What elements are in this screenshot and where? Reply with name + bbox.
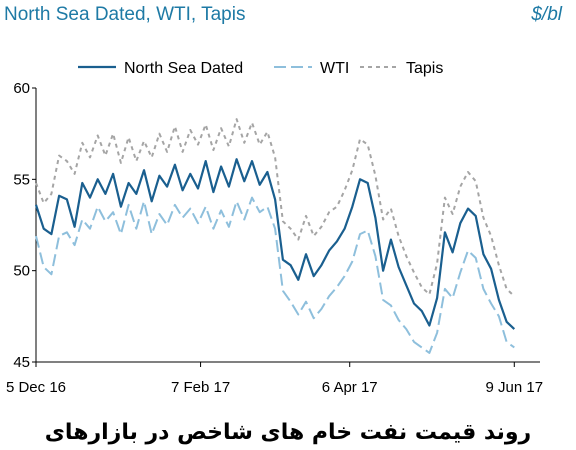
legend-label: Tapis <box>406 60 443 77</box>
legend-label: WTI <box>320 60 349 77</box>
x-tick-label: 7 Feb 17 <box>171 379 230 396</box>
y-tick-label: 45 <box>13 354 30 371</box>
x-tick-label: 6 Apr 17 <box>322 379 378 396</box>
y-tick-label: 50 <box>13 263 30 280</box>
series-line-wti <box>35 196 515 354</box>
legend: North Sea Dated WTI Tapis <box>78 60 443 77</box>
series-line-tapis <box>35 118 515 297</box>
y-tick-label: 60 <box>13 80 30 97</box>
series-group <box>34 118 516 354</box>
chart-title: North Sea Dated, WTI, Tapis <box>4 4 246 25</box>
axes: 45 50 55 60 5 Dec 16 7 Feb 17 6 Apr 17 9 Jun 17 <box>6 80 543 396</box>
legend-label: North Sea Dated <box>124 60 243 77</box>
series-line-north-sea-dated <box>34 158 516 330</box>
x-tick-label: 9 Jun 17 <box>486 379 544 396</box>
x-tick-label: 5 Dec 16 <box>6 379 66 396</box>
caption-text: روند قیمت نفت خام های شاخص در بازارهای <box>44 420 532 445</box>
y-tick-label: 55 <box>13 171 30 188</box>
unit-label: $/bl <box>531 4 562 25</box>
